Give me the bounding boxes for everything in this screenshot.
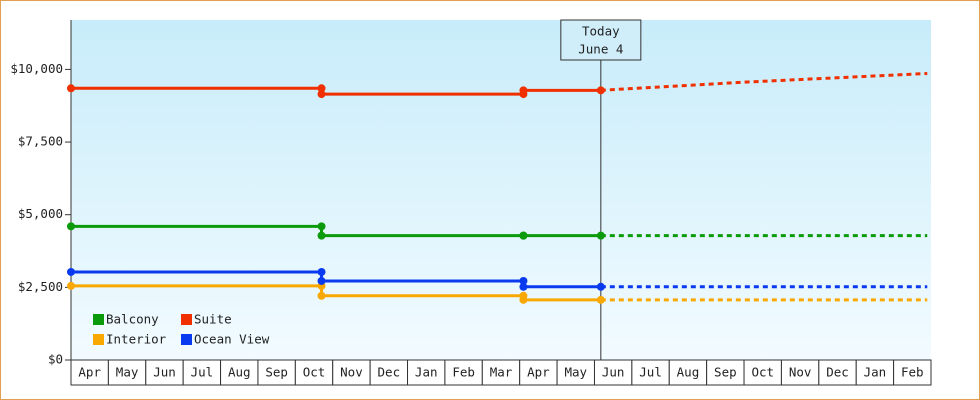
- data-point: [67, 84, 75, 93]
- series-line: [71, 86, 601, 96]
- data-point: [519, 282, 528, 291]
- y-tick-label: $7,500: [18, 134, 63, 149]
- legend-swatch: [93, 334, 104, 345]
- x-tick-label: Jul: [639, 365, 662, 380]
- x-tick-label: Jul: [191, 365, 214, 380]
- data-point: [317, 291, 326, 300]
- today-label: June 4: [578, 42, 623, 57]
- x-tick-cell: [780, 359, 820, 386]
- x-tick-cell: [593, 359, 633, 386]
- x-tick-label: Jun: [153, 365, 176, 380]
- legend-label: Balcony: [106, 312, 159, 327]
- x-tick-label: Jan: [415, 365, 438, 380]
- x-tick-label: Aug: [677, 365, 700, 380]
- x-tick-cell: [107, 359, 147, 386]
- legend-swatch: [181, 334, 192, 345]
- y-tick-label: $0: [48, 352, 63, 367]
- data-point: [317, 267, 326, 276]
- x-tick-cell: [332, 359, 371, 386]
- x-tick-cell: [706, 359, 745, 386]
- data-point: [519, 86, 528, 95]
- x-tick-label: Dec: [378, 365, 401, 380]
- x-tick-cell: [855, 359, 895, 386]
- x-tick-label: Sep: [714, 365, 737, 380]
- data-point: [596, 295, 605, 304]
- x-tick-label: May: [564, 365, 587, 380]
- x-tick-label: Feb: [452, 365, 475, 380]
- x-tick-label: Nov: [340, 365, 363, 380]
- data-point: [317, 222, 326, 231]
- y-tick-label: $5,000: [18, 206, 63, 221]
- x-tick-label: May: [116, 365, 139, 380]
- x-tick-cell: [893, 359, 932, 386]
- series-line: [71, 270, 601, 289]
- today-label: Today: [582, 24, 620, 39]
- legend-label: Suite: [194, 312, 232, 327]
- data-point: [519, 295, 528, 304]
- legend-label: Ocean View: [194, 332, 270, 347]
- x-tick-label: Apr: [527, 365, 550, 380]
- legend-label: Interior: [106, 332, 167, 347]
- x-tick-label: Sep: [265, 365, 288, 380]
- plot-area: [71, 20, 931, 360]
- x-tick-cell: [743, 359, 782, 386]
- x-tick-label: Jun: [602, 365, 625, 380]
- y-tick-label: $10,000: [10, 61, 63, 76]
- data-point: [317, 90, 326, 99]
- x-tick-cell: [407, 359, 446, 386]
- data-point: [67, 267, 75, 276]
- x-tick-label: Oct: [751, 365, 774, 380]
- data-point: [317, 84, 326, 93]
- x-tick-cell: [668, 359, 708, 386]
- data-point: [596, 86, 605, 95]
- legend-swatch: [181, 314, 192, 325]
- today-box: [560, 19, 642, 61]
- x-tick-label: Feb: [901, 365, 924, 380]
- x-tick-label: Jan: [864, 365, 887, 380]
- data-point: [596, 231, 605, 240]
- data-point: [519, 231, 528, 240]
- x-tick-label: Apr: [78, 365, 101, 380]
- series-line: [71, 284, 601, 302]
- y-tick-label: $2,500: [18, 279, 63, 294]
- x-tick-label: Nov: [789, 365, 812, 380]
- x-tick-cell: [556, 359, 595, 386]
- x-tick-label: Mar: [490, 365, 513, 380]
- data-point: [317, 276, 326, 285]
- data-point: [519, 276, 528, 285]
- x-tick-label: Aug: [228, 365, 251, 380]
- x-tick-cell: [818, 359, 857, 386]
- x-tick-label: Dec: [826, 365, 849, 380]
- x-tick-label: Oct: [303, 365, 326, 380]
- legend-swatch: [93, 314, 104, 325]
- data-point: [317, 231, 326, 240]
- x-tick-cell: [182, 359, 222, 386]
- data-point: [67, 281, 75, 290]
- data-point: [67, 222, 75, 231]
- forecast-line: [600, 71, 928, 92]
- x-tick-cell: [257, 359, 296, 386]
- data-point: [596, 282, 605, 291]
- x-tick-cell: [481, 359, 521, 386]
